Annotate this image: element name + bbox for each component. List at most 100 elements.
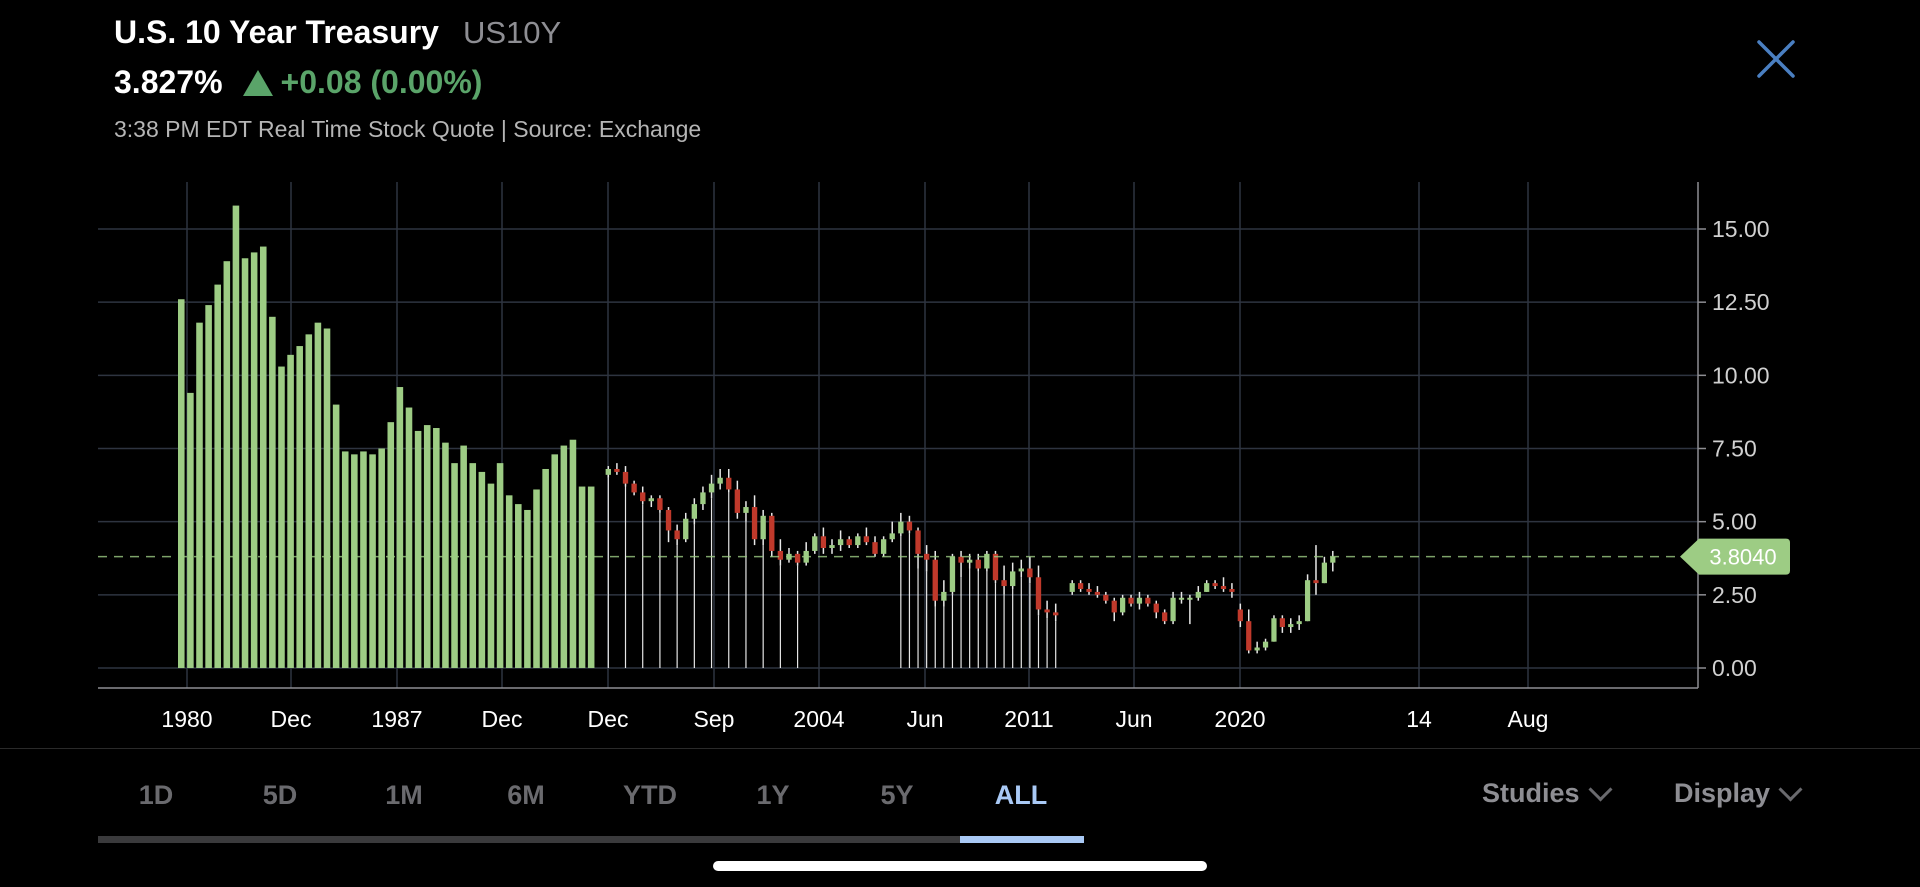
- tab-1d[interactable]: 1D: [138, 780, 174, 810]
- candle-body: [708, 483, 715, 493]
- candle-body: [889, 533, 895, 540]
- candle-body: [1010, 571, 1016, 587]
- candle-body: [1094, 591, 1101, 595]
- candle-body: [932, 559, 938, 601]
- candlestick: [941, 580, 947, 607]
- volume-bar: [387, 422, 395, 668]
- current-price-badge: [1680, 538, 1790, 575]
- x-tick-label: 14: [1406, 706, 1432, 732]
- volume-bar: [232, 205, 240, 668]
- candlestick: [1288, 618, 1294, 633]
- candlestick: [1094, 586, 1101, 598]
- candle-body: [1313, 580, 1319, 584]
- candle-body: [1162, 612, 1168, 622]
- x-tick-label: Dec: [588, 706, 629, 732]
- candle-body: [880, 539, 887, 554]
- chart-axes: 15.00 12.50 10.00 7.50 5.00 2.50 0.00 1980 Dec 19…: [98, 182, 1770, 732]
- candle-body: [683, 518, 689, 540]
- candlestick: [743, 501, 749, 522]
- candle-body: [941, 591, 947, 601]
- candle-body: [631, 483, 637, 493]
- candle-body: [700, 492, 706, 505]
- candle-body: [717, 477, 723, 484]
- candle-body: [1296, 621, 1302, 625]
- candle-body: [648, 498, 654, 502]
- tab-1m[interactable]: 1M: [385, 780, 423, 810]
- quote-meta: 3:38 PM EDT Real Time Stock Quote | Sour…: [114, 116, 702, 142]
- candlestick: [1053, 603, 1059, 622]
- candle-body: [906, 521, 913, 531]
- tab-6m[interactable]: 6M: [507, 780, 545, 810]
- tab-5d[interactable]: 5D: [262, 780, 298, 810]
- range-track: [98, 836, 1084, 843]
- tab-ytd[interactable]: YTD: [623, 780, 677, 810]
- candlestick: [1027, 556, 1033, 584]
- candle-body: [777, 550, 784, 560]
- tab-1y[interactable]: 1Y: [756, 780, 790, 810]
- volume-bar: [341, 451, 349, 668]
- volume-bar: [551, 454, 559, 668]
- candlestick: [872, 536, 878, 557]
- volume-bar: [396, 387, 404, 668]
- candlestick: [1069, 580, 1075, 595]
- candle-body: [855, 536, 861, 546]
- close-icon[interactable]: [1753, 36, 1799, 82]
- display-label: Display: [1674, 778, 1771, 808]
- x-tick-label: 2004: [793, 706, 844, 732]
- candle-body: [958, 556, 964, 563]
- x-tick-label: Sep: [694, 706, 735, 732]
- volume-bar: [305, 334, 313, 668]
- candle-body: [1078, 583, 1084, 589]
- price-chart[interactable]: 15.00 12.50 10.00 7.50 5.00 2.50 0.00 1980 Dec 19…: [0, 0, 1920, 748]
- candle-body: [640, 492, 646, 502]
- candlestick: [846, 536, 852, 549]
- tab-5y[interactable]: 5Y: [880, 780, 914, 810]
- chevron-down-icon: [1588, 777, 1613, 802]
- ticker-symbol: US10Y: [462, 15, 562, 50]
- candlestick: [1010, 562, 1016, 589]
- volume-bar: [259, 246, 267, 668]
- volume-bar: [578, 486, 586, 668]
- candlestick: [751, 495, 758, 546]
- home-indicator[interactable]: [713, 861, 1207, 871]
- volume-bar: [205, 305, 212, 668]
- candle-body: [614, 468, 620, 472]
- candlestick: [614, 463, 620, 475]
- candlestick: [923, 545, 930, 572]
- volume-bar: [314, 322, 322, 668]
- candlestick: [622, 466, 629, 487]
- volume-bar: [542, 468, 549, 668]
- candlestick: [700, 486, 706, 510]
- candlestick: [1321, 556, 1327, 584]
- candle-body: [992, 553, 999, 581]
- y-tick-label: 12.50: [1712, 289, 1770, 315]
- display-menu[interactable]: Display: [1674, 777, 1803, 809]
- candlestick: [1103, 591, 1109, 604]
- candle-body: [812, 536, 818, 551]
- candle-body: [966, 559, 973, 563]
- candlestick: [1136, 591, 1143, 610]
- tab-all[interactable]: ALL: [994, 780, 1048, 810]
- candle-body: [1018, 568, 1024, 572]
- candle-body: [1254, 647, 1260, 651]
- candle-body: [846, 539, 852, 546]
- candlestick: [837, 530, 844, 551]
- candle-body: [1178, 597, 1185, 600]
- candle-body: [1035, 577, 1042, 610]
- studies-menu[interactable]: Studies: [1482, 777, 1613, 809]
- candlestick: [984, 550, 990, 572]
- y-tick-label: 7.50: [1712, 436, 1757, 462]
- volume-bar: [405, 407, 413, 668]
- volume-bar: [423, 425, 431, 668]
- candle-body: [1027, 568, 1033, 578]
- candle-body: [1271, 618, 1277, 642]
- candle-body: [820, 536, 827, 549]
- candlestick: [932, 550, 938, 607]
- quote-row: 3.827% +0.08 (0.00%): [114, 64, 482, 101]
- candle-body: [1044, 609, 1050, 613]
- candlestick: [734, 480, 741, 519]
- volume-bar: [178, 299, 185, 668]
- candlestick: [889, 521, 895, 543]
- volume-bar: [460, 445, 467, 668]
- volume-bar: [442, 442, 449, 668]
